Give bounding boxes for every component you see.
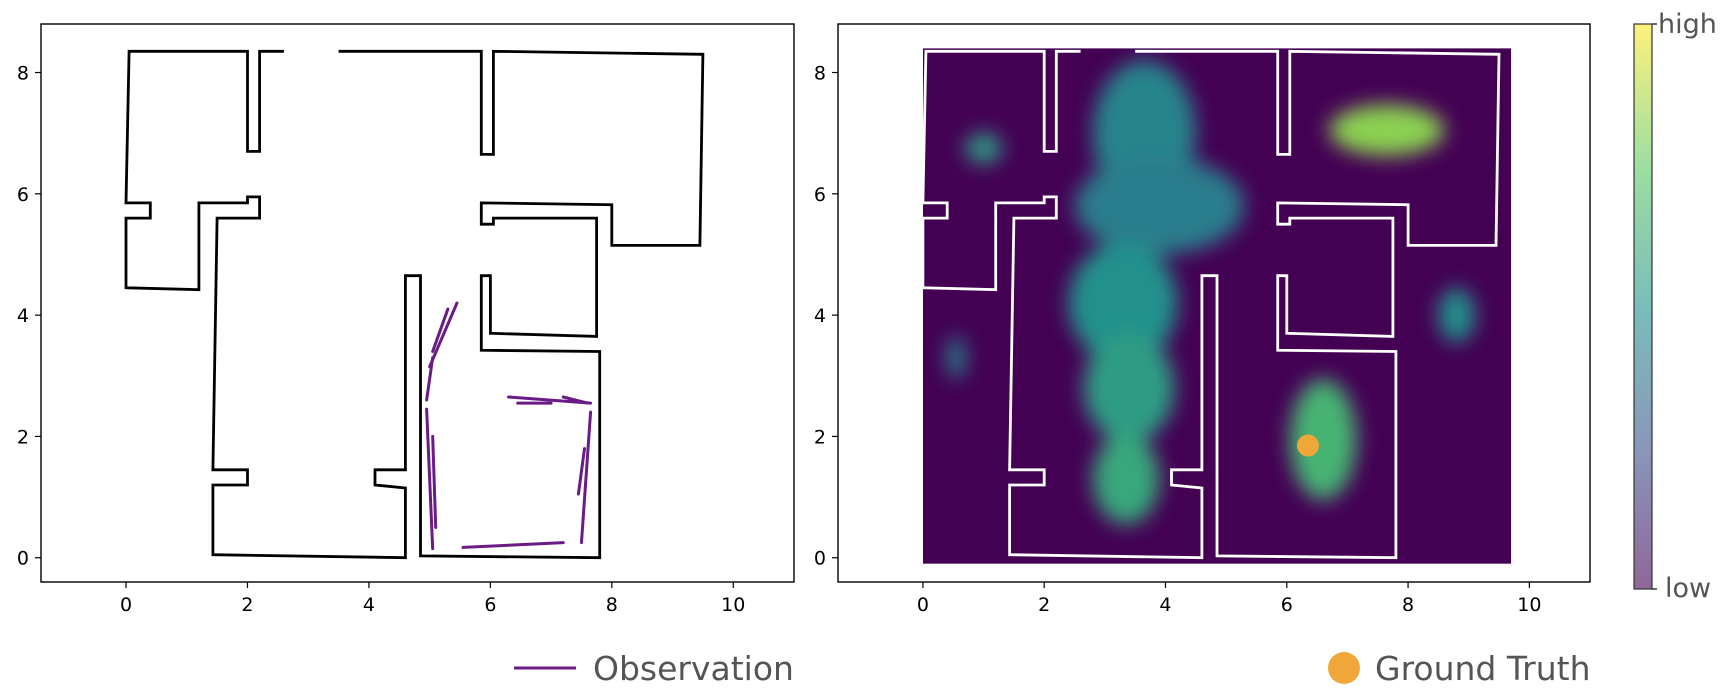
right-plot-frame — [837, 23, 1591, 583]
heatmap-blob — [1438, 287, 1475, 343]
observation-segment — [561, 395, 590, 405]
left-plot-frame — [40, 23, 795, 583]
right-y-tick-label: 6 — [814, 184, 826, 206]
ground-truth-legend-label: Ground Truth — [1375, 649, 1591, 688]
observation-segment — [431, 307, 450, 354]
right-x-tick-label: 6 — [1281, 594, 1293, 616]
left-y-tick-label: 0 — [17, 548, 29, 570]
observation-segment — [431, 434, 438, 529]
right-x-tick-label: 4 — [1159, 594, 1171, 616]
right-x-tick-label: 10 — [1517, 594, 1541, 616]
observation-segment — [579, 410, 593, 545]
right-x-tick-label: 8 — [1402, 594, 1414, 616]
heatmap-blob — [1083, 333, 1175, 443]
right-x-ticks: 0 2 4 6 8 10 — [917, 582, 1541, 616]
ground-truth-point — [1297, 434, 1319, 457]
heatmap-panel: 0 2 4 6 8 10 0 2 4 6 8 — [814, 23, 1591, 616]
observation-segments — [425, 301, 593, 551]
legend: Observation Ground Truth — [514, 649, 1591, 688]
observation-segment — [461, 541, 565, 549]
observation-segment — [425, 356, 435, 402]
left-y-tick-label: 4 — [17, 305, 29, 327]
heatmap-blob — [965, 133, 1002, 164]
right-y-tick-label: 2 — [814, 426, 826, 448]
left-x-tick-label: 0 — [120, 594, 132, 616]
left-x-tick-label: 4 — [363, 594, 375, 616]
observation-segment — [507, 395, 593, 405]
left-y-tick-label: 8 — [17, 63, 29, 85]
right-y-tick-label: 0 — [814, 548, 826, 570]
colorbar-gradient — [1633, 23, 1653, 590]
colorbar-high-label: high — [1658, 9, 1717, 40]
heatmap-blob — [1289, 378, 1357, 501]
left-x-tick-label: 8 — [606, 594, 618, 616]
observation-legend-label: Observation — [593, 649, 794, 688]
observation-panel: 0 2 4 6 8 10 0 2 4 6 8 — [17, 23, 795, 616]
right-y-ticks: 0 2 4 6 8 — [814, 63, 838, 570]
observation-segment — [425, 407, 435, 551]
heatmap-blobs — [947, 60, 1475, 525]
left-y-tick-label: 6 — [17, 184, 29, 206]
left-x-tick-label: 6 — [484, 594, 496, 616]
right-walls — [921, 49, 1501, 560]
right-x-tick-label: 0 — [917, 594, 929, 616]
colorbar-low-label: low — [1665, 573, 1711, 604]
heatmap-blob — [1092, 433, 1160, 525]
observation-segment — [576, 447, 586, 496]
colorbar: high low — [1633, 9, 1717, 604]
left-x-tick-label: 2 — [241, 594, 253, 616]
heatmap-blob — [947, 336, 966, 379]
wall-line — [124, 49, 705, 560]
left-y-ticks: 0 2 4 6 8 — [17, 63, 41, 570]
right-y-tick-label: 8 — [814, 63, 826, 85]
right-x-tick-label: 2 — [1038, 594, 1050, 616]
left-x-ticks: 0 2 4 6 8 10 — [120, 582, 745, 616]
ground-truth-marker — [1297, 434, 1319, 457]
ground-truth-legend-swatch — [1328, 652, 1360, 684]
heatmap-blob — [1329, 104, 1445, 156]
wall-line — [921, 49, 1501, 560]
left-walls — [124, 49, 705, 560]
observation-segment — [428, 301, 459, 369]
heatmap-blob — [1068, 242, 1178, 364]
left-y-tick-label: 2 — [17, 426, 29, 448]
right-y-tick-label: 4 — [814, 305, 826, 327]
heatmap-blob — [1074, 157, 1245, 255]
left-x-tick-label: 10 — [721, 594, 745, 616]
